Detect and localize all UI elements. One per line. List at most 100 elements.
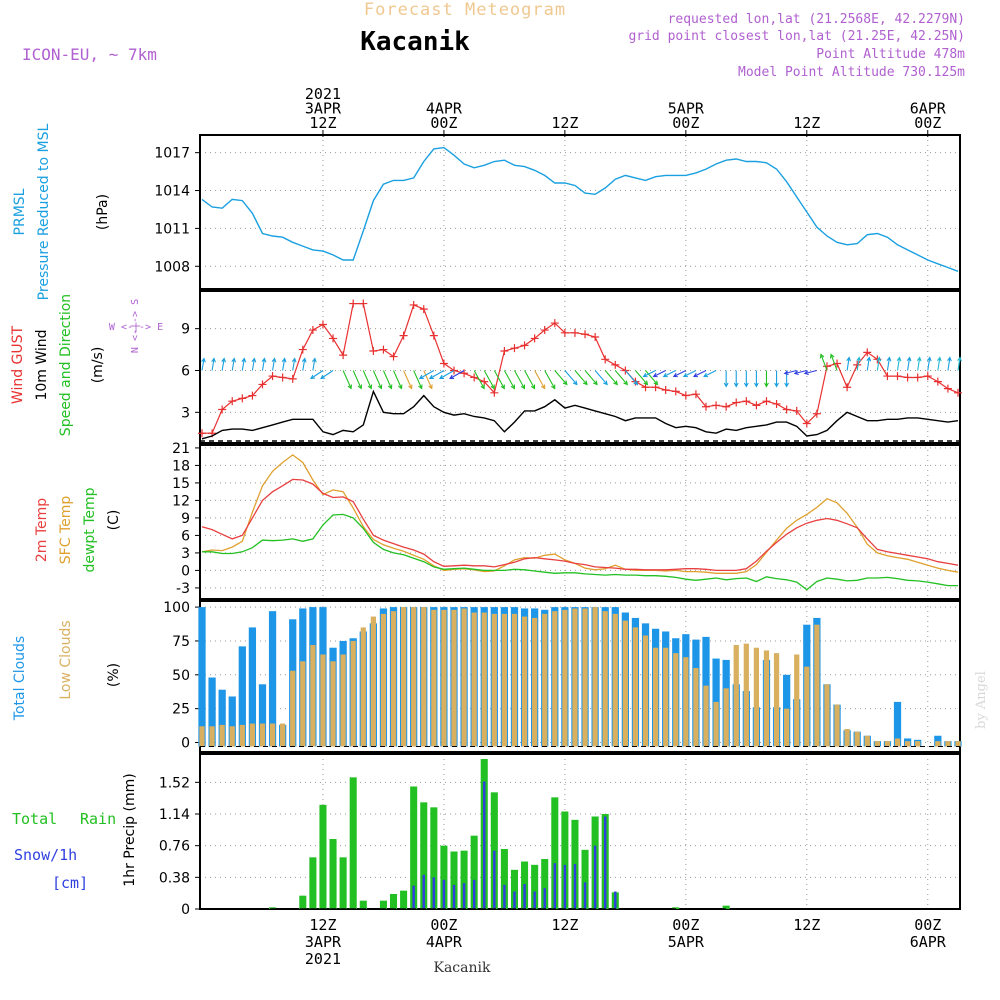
low-cloud-bar <box>804 666 810 747</box>
low-cloud-bar <box>320 654 326 747</box>
snow-bar <box>432 877 436 909</box>
rain-bar <box>470 835 478 909</box>
gust-marker <box>943 384 952 393</box>
low-cloud-bar <box>632 627 639 747</box>
y-tick-label: -3 <box>176 581 190 597</box>
low-cloud-bar <box>904 741 911 747</box>
gust-marker <box>520 341 529 350</box>
total-cloud-bar <box>218 689 226 747</box>
gust-marker <box>278 373 287 382</box>
gust-marker <box>540 326 549 335</box>
wind-direction-arrow <box>201 357 206 371</box>
plot-layer: 1008101110141017369-30369121518210255075… <box>154 85 962 968</box>
temp-panel-labels: 2m Temp SFC Temp dewpt Temp (C) <box>34 487 122 572</box>
time-label-bottom: 00Z <box>430 916 457 934</box>
wind-direction-arrow <box>652 369 666 378</box>
wind-direction-arrow <box>382 370 393 390</box>
low-cloud-bar <box>763 650 770 747</box>
wind-direction-arrow <box>829 353 838 371</box>
gust-marker <box>954 388 962 397</box>
time-label-top: 2021 <box>305 85 341 103</box>
rain-bar <box>400 890 408 909</box>
wind-direction-arrow <box>624 370 639 386</box>
panel-frame <box>199 134 961 290</box>
snow-bar <box>493 850 496 909</box>
gust-marker <box>429 331 438 340</box>
gust-marker <box>349 299 358 308</box>
wind-direction-arrow <box>645 370 659 386</box>
total-cloud-bar <box>248 627 257 747</box>
rain-bar <box>389 894 398 909</box>
rain-bar <box>430 807 438 909</box>
low-cloud-bar <box>290 670 296 747</box>
low-cloud-bar <box>219 724 225 747</box>
rain-bar <box>359 900 367 909</box>
gust-marker <box>258 380 267 389</box>
low-cloud-bar <box>199 726 205 747</box>
gust-marker <box>702 402 710 411</box>
wind-direction-arrow <box>524 370 536 390</box>
gust-marker <box>248 391 257 400</box>
snow-label-a: Snow/1h <box>14 846 77 864</box>
gust-marker <box>712 401 721 410</box>
wind-line <box>201 389 959 440</box>
low-cloud-bar <box>562 609 568 747</box>
snow-bar <box>523 884 526 909</box>
rain-bar <box>329 839 337 909</box>
wind-direction-arrow <box>692 369 707 378</box>
low-cloud-bar <box>824 684 830 747</box>
low-cloud-bar <box>743 643 749 747</box>
gust-marker <box>389 352 398 361</box>
wind-direction-arrow <box>819 353 828 371</box>
low-cloud-bar <box>663 647 669 747</box>
pressure-line <box>201 146 959 272</box>
low-cloud-bar <box>592 607 598 747</box>
low-cloud-bar <box>461 608 467 747</box>
low-cloud-bar <box>703 685 709 747</box>
gust-marker <box>661 386 670 395</box>
gust-marker <box>903 373 912 382</box>
t2m-label: 2m Temp <box>34 498 50 562</box>
low-cloud-bar <box>411 607 417 747</box>
low-cloud-bar <box>390 611 397 747</box>
snow-bar <box>553 863 557 909</box>
wind-direction-arrow <box>906 356 912 371</box>
low-cloud-bar <box>400 607 407 747</box>
total-cloud-bar <box>208 677 216 747</box>
gust-marker <box>228 397 237 406</box>
gust-marker <box>490 388 499 397</box>
compass-ns-label: N <-|-> S <box>130 299 141 353</box>
wind-direction-arrow <box>362 370 373 390</box>
rain-bar <box>299 895 307 909</box>
rain-bar <box>440 845 448 909</box>
low-cloud-bar <box>894 738 901 747</box>
rain-bar <box>460 850 468 909</box>
gust-marker <box>883 372 892 381</box>
panel-frame <box>199 444 961 600</box>
low-cloud-bar <box>380 613 387 747</box>
low-cloud-bar <box>773 653 780 747</box>
gust-marker <box>611 360 620 369</box>
gust-marker <box>802 419 811 428</box>
gust-marker <box>399 331 408 340</box>
prmsl-unit-label: (hPa) <box>95 194 111 230</box>
low-cloud-bar <box>350 640 356 747</box>
low-cloud-bar <box>511 613 518 747</box>
total-cloud-bar <box>934 735 942 747</box>
gust-marker <box>198 429 206 438</box>
total-cloud-bar <box>268 611 277 747</box>
snow-bar <box>543 888 546 909</box>
wind-direction-arrow <box>793 369 807 376</box>
wind-direction-arrow <box>604 370 618 386</box>
low-cloud-bar <box>441 609 447 747</box>
rain-bar <box>551 797 559 909</box>
wind-direction-arrow <box>310 370 324 380</box>
gust-marker <box>379 345 388 354</box>
y-tick-label: 100 <box>163 600 190 616</box>
low-cloud-bar <box>239 724 245 747</box>
snow-bar <box>422 874 425 909</box>
precip-panel-labels: Total Rain Snow/1h [cm] 1hr Precip (mm) <box>12 773 138 892</box>
low-cloud-bar <box>572 608 578 747</box>
y-tick-label: 0.76 <box>159 839 190 855</box>
total-cloud-bar <box>893 701 902 747</box>
